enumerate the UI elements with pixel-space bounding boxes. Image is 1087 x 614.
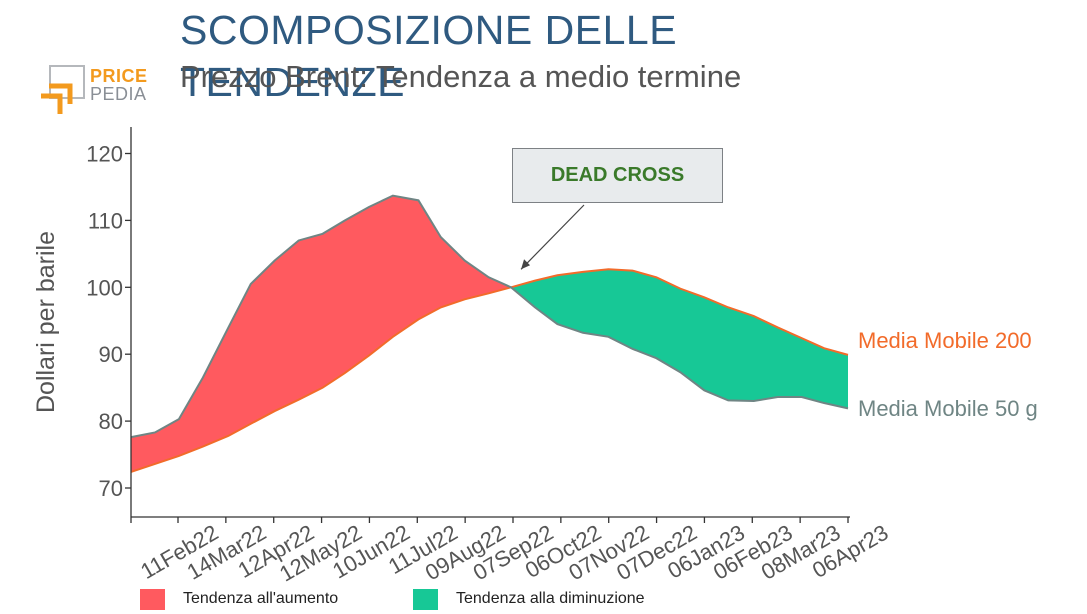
logo-text-pedia: PEDIA xyxy=(90,84,147,104)
annotation-arrow-line xyxy=(520,204,585,270)
y-tick-label-120: 120 xyxy=(86,142,123,167)
series-line-ma200 xyxy=(130,268,849,473)
legend-swatch-down xyxy=(413,588,438,610)
annotation-arrow-group xyxy=(520,204,585,270)
chart-main-title: SCOMPOSIZIONE DELLE TENDENZE xyxy=(180,7,678,105)
legend-item-down: Tendenza alla diminuzione xyxy=(413,588,645,610)
legend-label-up: Tendenza all'aumento xyxy=(183,590,339,607)
annotation-arrowhead-icon xyxy=(521,259,531,270)
legend-item-up: Tendenza all'aumento xyxy=(140,588,338,610)
moving-average-lines xyxy=(130,194,849,473)
fill-region-up-0 xyxy=(131,195,512,472)
series-label-ma50: Media Mobile 50 g xyxy=(858,396,1038,421)
y-tick-label-90: 90 xyxy=(99,342,123,367)
pricepedia-logo: PRICE PEDIA xyxy=(38,64,153,118)
legend-swatch-up xyxy=(140,588,165,610)
logo-mark-icon xyxy=(41,65,85,114)
dead-cross-callout: DEAD CROSS xyxy=(512,148,723,203)
chart-subtitle: Prezzo Brent: Tendenza a medio termine xyxy=(180,59,742,94)
fill-region-down-1 xyxy=(511,269,848,409)
y-axis-label: Dollari per barile xyxy=(32,231,60,413)
trend-fills xyxy=(131,195,848,472)
y-tick-label-80: 80 xyxy=(99,409,123,434)
y-tick-label-110: 110 xyxy=(88,208,123,233)
series-label-ma200: Media Mobile 200 xyxy=(858,328,1032,353)
legend-label-down: Tendenza alla diminuzione xyxy=(456,590,645,607)
series-line-ma50 xyxy=(130,194,849,439)
y-tick-label-100: 100 xyxy=(86,275,123,300)
logo-text-price: PRICE xyxy=(90,66,148,86)
y-tick-label-70: 70 xyxy=(99,476,123,501)
